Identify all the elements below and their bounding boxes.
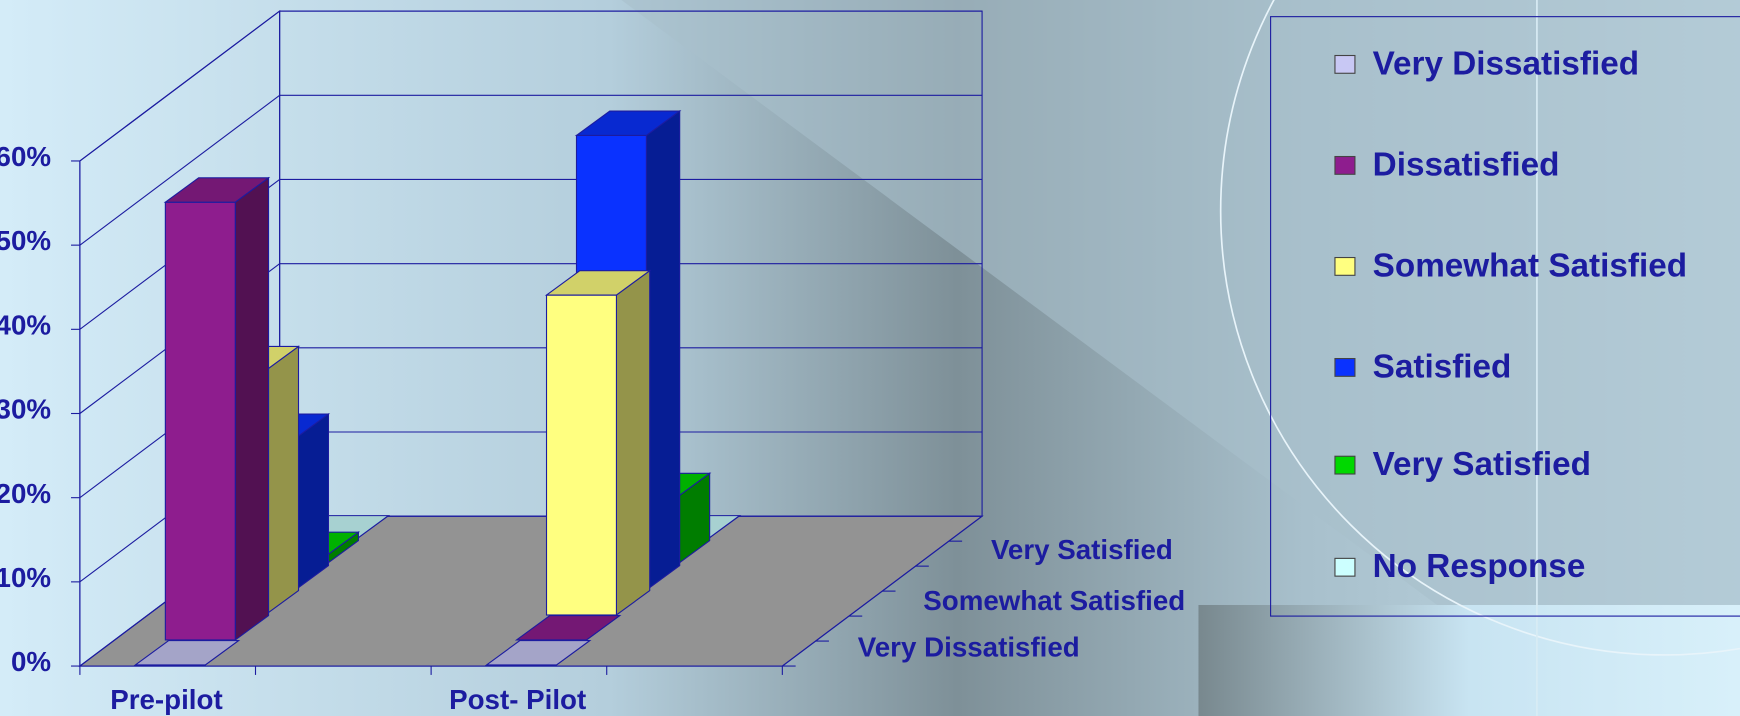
legend-label: Very Dissatisfied — [1373, 45, 1639, 82]
bars — [133, 109, 742, 666]
y-tick-label: 60% — [0, 141, 51, 172]
legend-label: Dissatisfied — [1373, 146, 1560, 183]
axes: 0% 10% 20% 30% 40% 50% 60% Pre-pilot Post- Pilot… — [0, 141, 1185, 715]
bar-top — [544, 270, 652, 296]
legend-swatch — [1334, 455, 1356, 475]
bar-side — [234, 176, 270, 642]
legend-label: Somewhat Satisfied — [1373, 247, 1687, 284]
depth-label: Very Satisfied — [991, 534, 1173, 565]
background-arc — [1219, 0, 1740, 656]
bar-top — [133, 639, 241, 666]
legend-swatch — [1334, 155, 1356, 175]
bar-side — [294, 412, 330, 592]
legend-swatch — [1334, 557, 1356, 577]
legend-label: Satisfied — [1373, 348, 1512, 385]
x-tick-label: Pre-pilot — [110, 684, 222, 715]
legend: Very Dissatisfied Dissatisfied Somewhat Sa… — [1334, 45, 1687, 585]
y-tick-label: 20% — [0, 478, 51, 509]
legend-box — [1270, 16, 1740, 617]
bar-side — [264, 345, 300, 617]
grid-line — [79, 10, 280, 162]
y-tick-label: 0% — [11, 646, 51, 677]
legend-swatch — [1334, 358, 1356, 377]
y-tick-label: 40% — [0, 309, 51, 340]
grid-line — [79, 94, 280, 246]
depth-label: Somewhat Satisfied — [923, 585, 1185, 616]
bar-top — [163, 177, 271, 203]
depth-label: Very Dissatisfied — [858, 632, 1080, 663]
legend-swatch — [1334, 256, 1356, 276]
y-tick-label: 30% — [0, 394, 51, 425]
bar-top — [574, 110, 682, 136]
background-shape — [1198, 604, 1740, 716]
legend-swatch — [1334, 54, 1356, 74]
bar-top — [484, 639, 592, 666]
bar-side — [615, 269, 651, 617]
bar-side — [645, 109, 681, 592]
bar — [545, 294, 617, 616]
x-tick-label: Post- Pilot — [449, 684, 586, 715]
bar — [164, 201, 236, 641]
legend-label: Very Satisfied — [1373, 446, 1591, 483]
y-tick-label: 50% — [0, 225, 51, 256]
legend-label: No Response — [1373, 548, 1586, 585]
y-tick-label: 10% — [0, 562, 51, 593]
